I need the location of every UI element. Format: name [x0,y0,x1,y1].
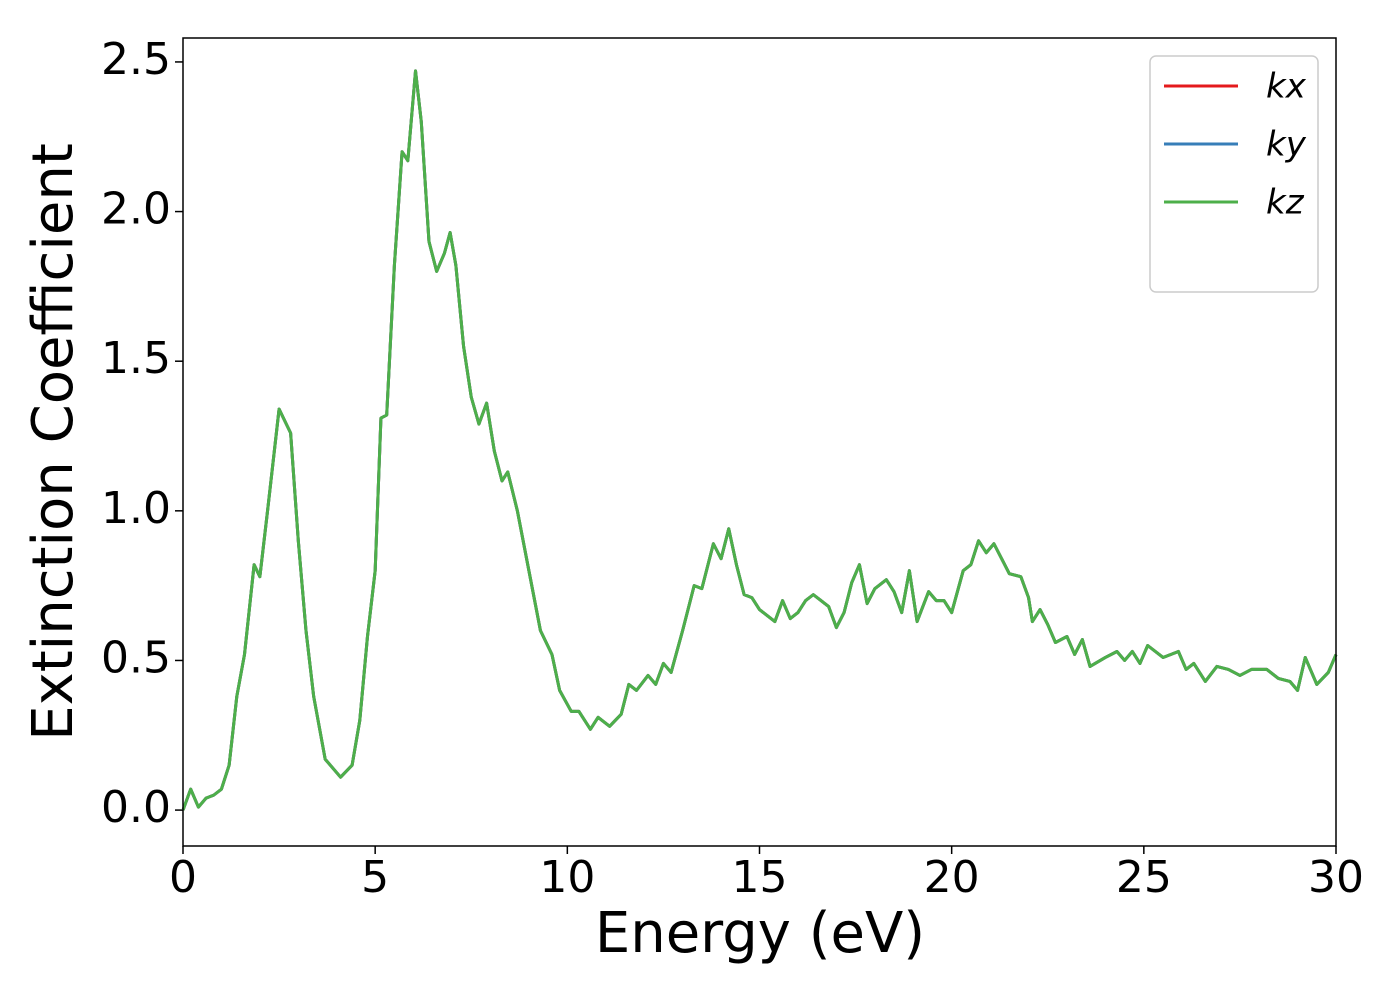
legend-label: kz [1266,183,1305,223]
legend-box [1149,55,1319,293]
x-tick-label: 25 [1116,852,1172,903]
x-tick-label: 0 [169,852,197,903]
y-axis-label: Extinction Coefficient [21,143,86,741]
x-tick-label: 15 [732,852,788,903]
y-tick-label: 1.5 [101,333,171,384]
plot-frame [182,37,1337,847]
legend-label: ky [1266,125,1307,165]
x-axis-label: Energy (eV) [595,901,925,966]
y-tick-label: 0.0 [101,782,171,833]
y-tick-label: 2.0 [101,184,171,235]
y-tick-label: 2.5 [101,34,171,85]
legend-label: kx [1266,67,1307,107]
y-tick-label: 0.5 [101,632,171,683]
x-tick-label: 30 [1308,852,1364,903]
y-tick-label: 1.0 [101,483,171,534]
series-line [181,69,1338,811]
x-tick-label: 20 [924,852,980,903]
x-tick-label: 5 [361,852,389,903]
x-tick-label: 10 [539,852,595,903]
